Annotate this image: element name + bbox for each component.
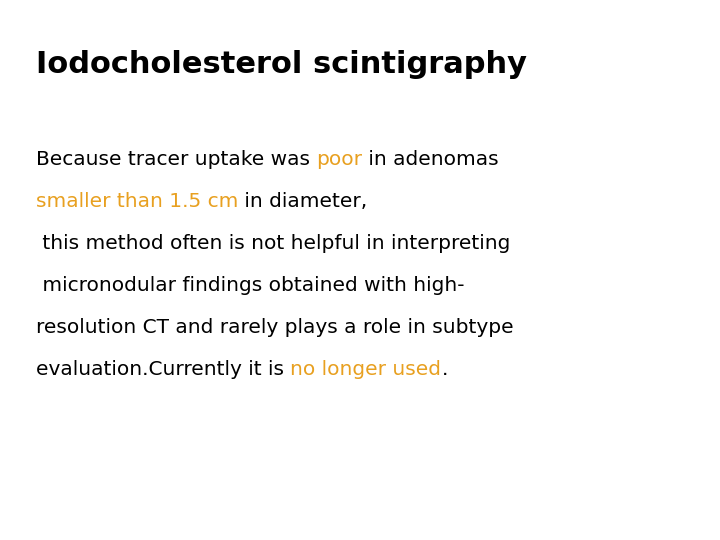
Text: resolution CT and rarely plays a role in subtype: resolution CT and rarely plays a role in… [36,318,513,337]
Text: smaller than 1.5 cm: smaller than 1.5 cm [36,192,238,211]
Text: no longer used: no longer used [290,360,441,379]
Text: micronodular findings obtained with high-: micronodular findings obtained with high… [36,276,464,295]
Text: this method often is not helpful in interpreting: this method often is not helpful in inte… [36,234,510,253]
Text: Iodocholesterol scintigraphy: Iodocholesterol scintigraphy [36,50,527,79]
Text: poor: poor [316,150,362,169]
Text: .: . [441,360,448,379]
Text: in adenomas: in adenomas [362,150,499,169]
Text: in diameter,: in diameter, [238,192,368,211]
Text: Because tracer uptake was: Because tracer uptake was [36,150,316,169]
Text: evaluation.Currently it is: evaluation.Currently it is [36,360,290,379]
